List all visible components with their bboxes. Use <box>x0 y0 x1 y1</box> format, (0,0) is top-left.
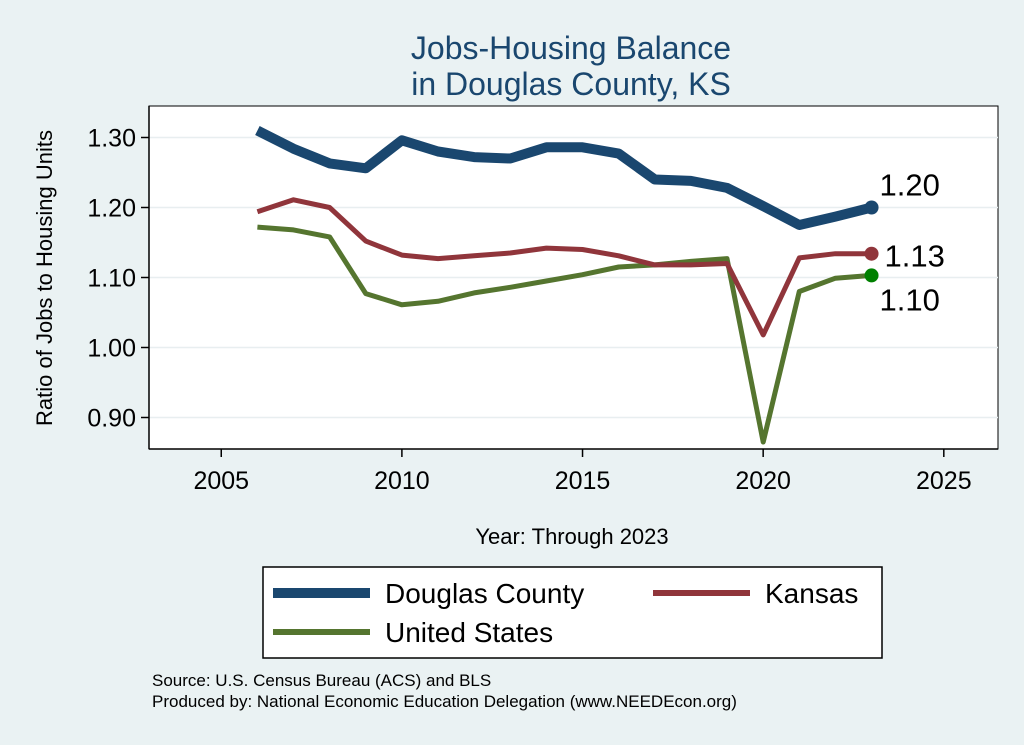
x-tick-label: 2005 <box>193 467 249 495</box>
end-labels: 1.20 1.13 1.10 <box>864 168 945 317</box>
source-note: Source: U.S. Census Bureau (ACS) and BLS <box>152 671 491 690</box>
end-marker-kansas <box>864 246 879 261</box>
series-layer <box>255 126 873 445</box>
x-tick-label: 2020 <box>735 467 791 495</box>
y-tick-label: 1.30 <box>87 125 136 153</box>
gridlines <box>149 136 998 419</box>
series-line-kansas <box>256 197 872 338</box>
legend-label-united-states: United States <box>385 617 553 648</box>
y-tick-label: 1.00 <box>87 335 136 363</box>
end-label-douglas-county: 1.20 <box>880 168 940 203</box>
end-marker-douglas-county <box>864 200 879 215</box>
legend: Douglas County Kansas United States <box>262 566 883 659</box>
x-axis: 2005 2010 2015 2020 2025 <box>149 448 998 495</box>
y-axis-title: Ratio of Jobs to Housing Units <box>32 130 57 426</box>
legend-label-douglas-county: Douglas County <box>385 578 584 609</box>
y-tick-label: 1.20 <box>87 195 136 223</box>
end-label-kansas: 1.13 <box>885 239 945 274</box>
y-tick-label: 1.10 <box>87 265 136 293</box>
y-axis: 0.90 1.00 1.10 1.20 1.30 <box>87 106 150 449</box>
legend-label-kansas: Kansas <box>765 578 858 609</box>
end-label-united-states: 1.10 <box>880 282 940 317</box>
y-tick-label: 0.90 <box>87 405 136 433</box>
x-axis-title: Year: Through 2023 <box>475 524 668 549</box>
series-line-douglas-county <box>255 126 873 230</box>
legend-box <box>262 566 883 659</box>
producer-note: Produced by: National Economic Education… <box>152 692 737 711</box>
chart-title-line-1: Jobs-Housing Balance <box>411 30 731 66</box>
series-line-united-states <box>257 224 872 445</box>
chart-title-line-2: in Douglas County, KS <box>411 66 731 102</box>
x-tick-label: 2015 <box>555 467 611 495</box>
x-tick-label: 2010 <box>374 467 430 495</box>
x-tick-label: 2025 <box>916 467 972 495</box>
end-marker-united-states <box>864 268 879 283</box>
